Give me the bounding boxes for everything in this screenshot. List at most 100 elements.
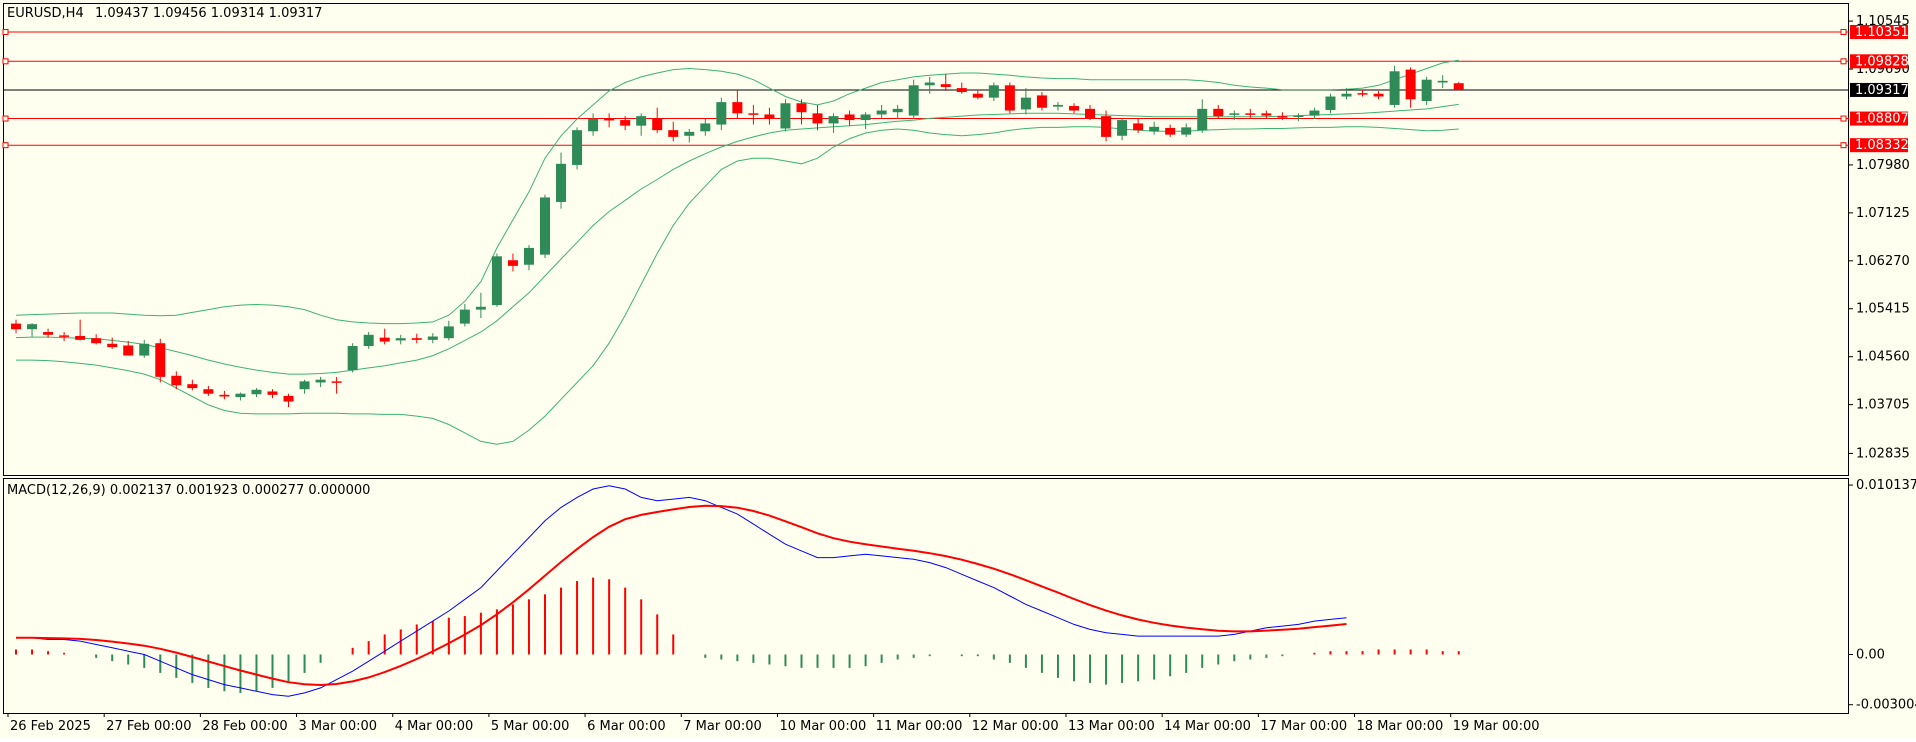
bull-candle[interactable] [475, 306, 486, 310]
bear-candle[interactable] [796, 103, 807, 113]
price-pane[interactable] [3, 3, 1849, 476]
bear-candle[interactable] [668, 130, 679, 137]
line-anchor-handle[interactable] [1840, 142, 1847, 149]
bull-candle[interactable] [395, 338, 406, 341]
bull-candle[interactable] [876, 110, 887, 115]
bull-candle[interactable] [1149, 126, 1160, 132]
bear-candle[interactable] [1213, 108, 1224, 117]
bull-candle[interactable] [1325, 96, 1336, 110]
bull-candle[interactable] [235, 393, 246, 398]
line-anchor-handle[interactable] [1840, 115, 1847, 122]
bull-candle[interactable] [315, 379, 326, 383]
bull-candle[interactable] [491, 256, 502, 306]
bull-candle[interactable] [716, 102, 727, 125]
bear-candle[interactable] [1004, 85, 1015, 111]
bear-candle[interactable] [267, 391, 278, 395]
bull-candle[interactable] [684, 131, 695, 136]
bull-candle[interactable] [636, 116, 647, 126]
bear-candle[interactable] [75, 335, 86, 340]
bull-candle[interactable] [363, 334, 374, 347]
macd-pane[interactable] [3, 478, 1849, 714]
bear-candle[interactable] [764, 114, 775, 119]
bull-candle[interactable] [1020, 97, 1031, 110]
bear-candle[interactable] [1357, 93, 1368, 95]
bear-candle[interactable] [1133, 123, 1144, 131]
bear-candle[interactable] [652, 118, 663, 131]
bear-candle[interactable] [1261, 113, 1272, 116]
bull-candle[interactable] [523, 247, 534, 265]
bear-candle[interactable] [1101, 116, 1112, 137]
bull-candle[interactable] [1117, 120, 1128, 136]
bear-candle[interactable] [940, 84, 951, 87]
bull-candle[interactable] [1437, 80, 1448, 83]
bull-candle[interactable] [988, 85, 999, 98]
bull-candle[interactable] [1421, 79, 1432, 102]
bull-candle[interactable] [700, 123, 711, 132]
bear-candle[interactable] [155, 343, 166, 377]
bear-candle[interactable] [187, 384, 198, 389]
bull-candle[interactable] [251, 389, 262, 395]
bull-candle[interactable] [1309, 110, 1320, 116]
bear-candle[interactable] [219, 394, 230, 397]
bear-candle[interactable] [1068, 106, 1079, 111]
bear-candle[interactable] [1373, 93, 1384, 97]
bull-candle[interactable] [588, 118, 599, 132]
line-anchor-handle[interactable] [2, 58, 9, 65]
bear-candle[interactable] [11, 323, 22, 330]
bull-candle[interactable] [828, 116, 839, 124]
bear-candle[interactable] [956, 88, 967, 93]
bear-candle[interactable] [1036, 95, 1047, 108]
line-anchor-handle[interactable] [2, 142, 9, 149]
bear-candle[interactable] [379, 337, 390, 342]
bear-candle[interactable] [1453, 83, 1464, 90]
bull-candle[interactable] [924, 82, 935, 86]
bear-candle[interactable] [59, 335, 70, 337]
line-anchor-handle[interactable] [2, 115, 9, 122]
bear-candle[interactable] [107, 343, 118, 348]
bear-candle[interactable] [620, 120, 631, 126]
bull-candle[interactable] [1197, 108, 1208, 131]
bear-candle[interactable] [171, 375, 182, 386]
bull-candle[interactable] [27, 324, 38, 330]
bull-candle[interactable] [780, 103, 791, 129]
bear-candle[interactable] [507, 260, 518, 266]
line-anchor-handle[interactable] [1840, 58, 1847, 65]
bull-candle[interactable] [892, 108, 903, 113]
bear-candle[interactable] [1405, 69, 1416, 100]
bear-candle[interactable] [283, 395, 294, 402]
bear-candle[interactable] [972, 93, 983, 98]
bull-candle[interactable] [443, 326, 454, 339]
bear-candle[interactable] [604, 118, 615, 121]
bear-candle[interactable] [43, 332, 54, 335]
bull-candle[interactable] [860, 114, 871, 121]
bear-candle[interactable] [844, 114, 855, 121]
bear-candle[interactable] [203, 389, 214, 394]
bull-candle[interactable] [1229, 113, 1240, 115]
bull-candle[interactable] [427, 336, 438, 340]
bear-candle[interactable] [748, 113, 759, 115]
line-anchor-handle[interactable] [1840, 28, 1847, 35]
bear-candle[interactable] [732, 102, 743, 114]
bull-candle[interactable] [908, 85, 919, 116]
bear-candle[interactable] [1245, 113, 1256, 115]
bear-candle[interactable] [91, 338, 102, 344]
bull-candle[interactable] [299, 381, 310, 390]
bear-candle[interactable] [1277, 116, 1288, 118]
bull-candle[interactable] [347, 346, 358, 371]
bull-candle[interactable] [139, 343, 150, 356]
bear-candle[interactable] [812, 113, 823, 124]
bull-candle[interactable] [540, 197, 551, 255]
bull-candle[interactable] [459, 309, 470, 324]
bear-candle[interactable] [1165, 127, 1176, 135]
bear-candle[interactable] [331, 381, 342, 383]
bull-candle[interactable] [1293, 115, 1304, 118]
bull-candle[interactable] [1341, 93, 1352, 97]
bear-candle[interactable] [411, 338, 422, 340]
line-anchor-handle[interactable] [2, 28, 9, 35]
bear-candle[interactable] [123, 345, 134, 356]
bull-candle[interactable] [1052, 104, 1063, 107]
bear-candle[interactable] [1085, 108, 1096, 119]
bull-candle[interactable] [1389, 71, 1400, 105]
bull-candle[interactable] [572, 130, 583, 165]
bull-candle[interactable] [556, 163, 567, 202]
